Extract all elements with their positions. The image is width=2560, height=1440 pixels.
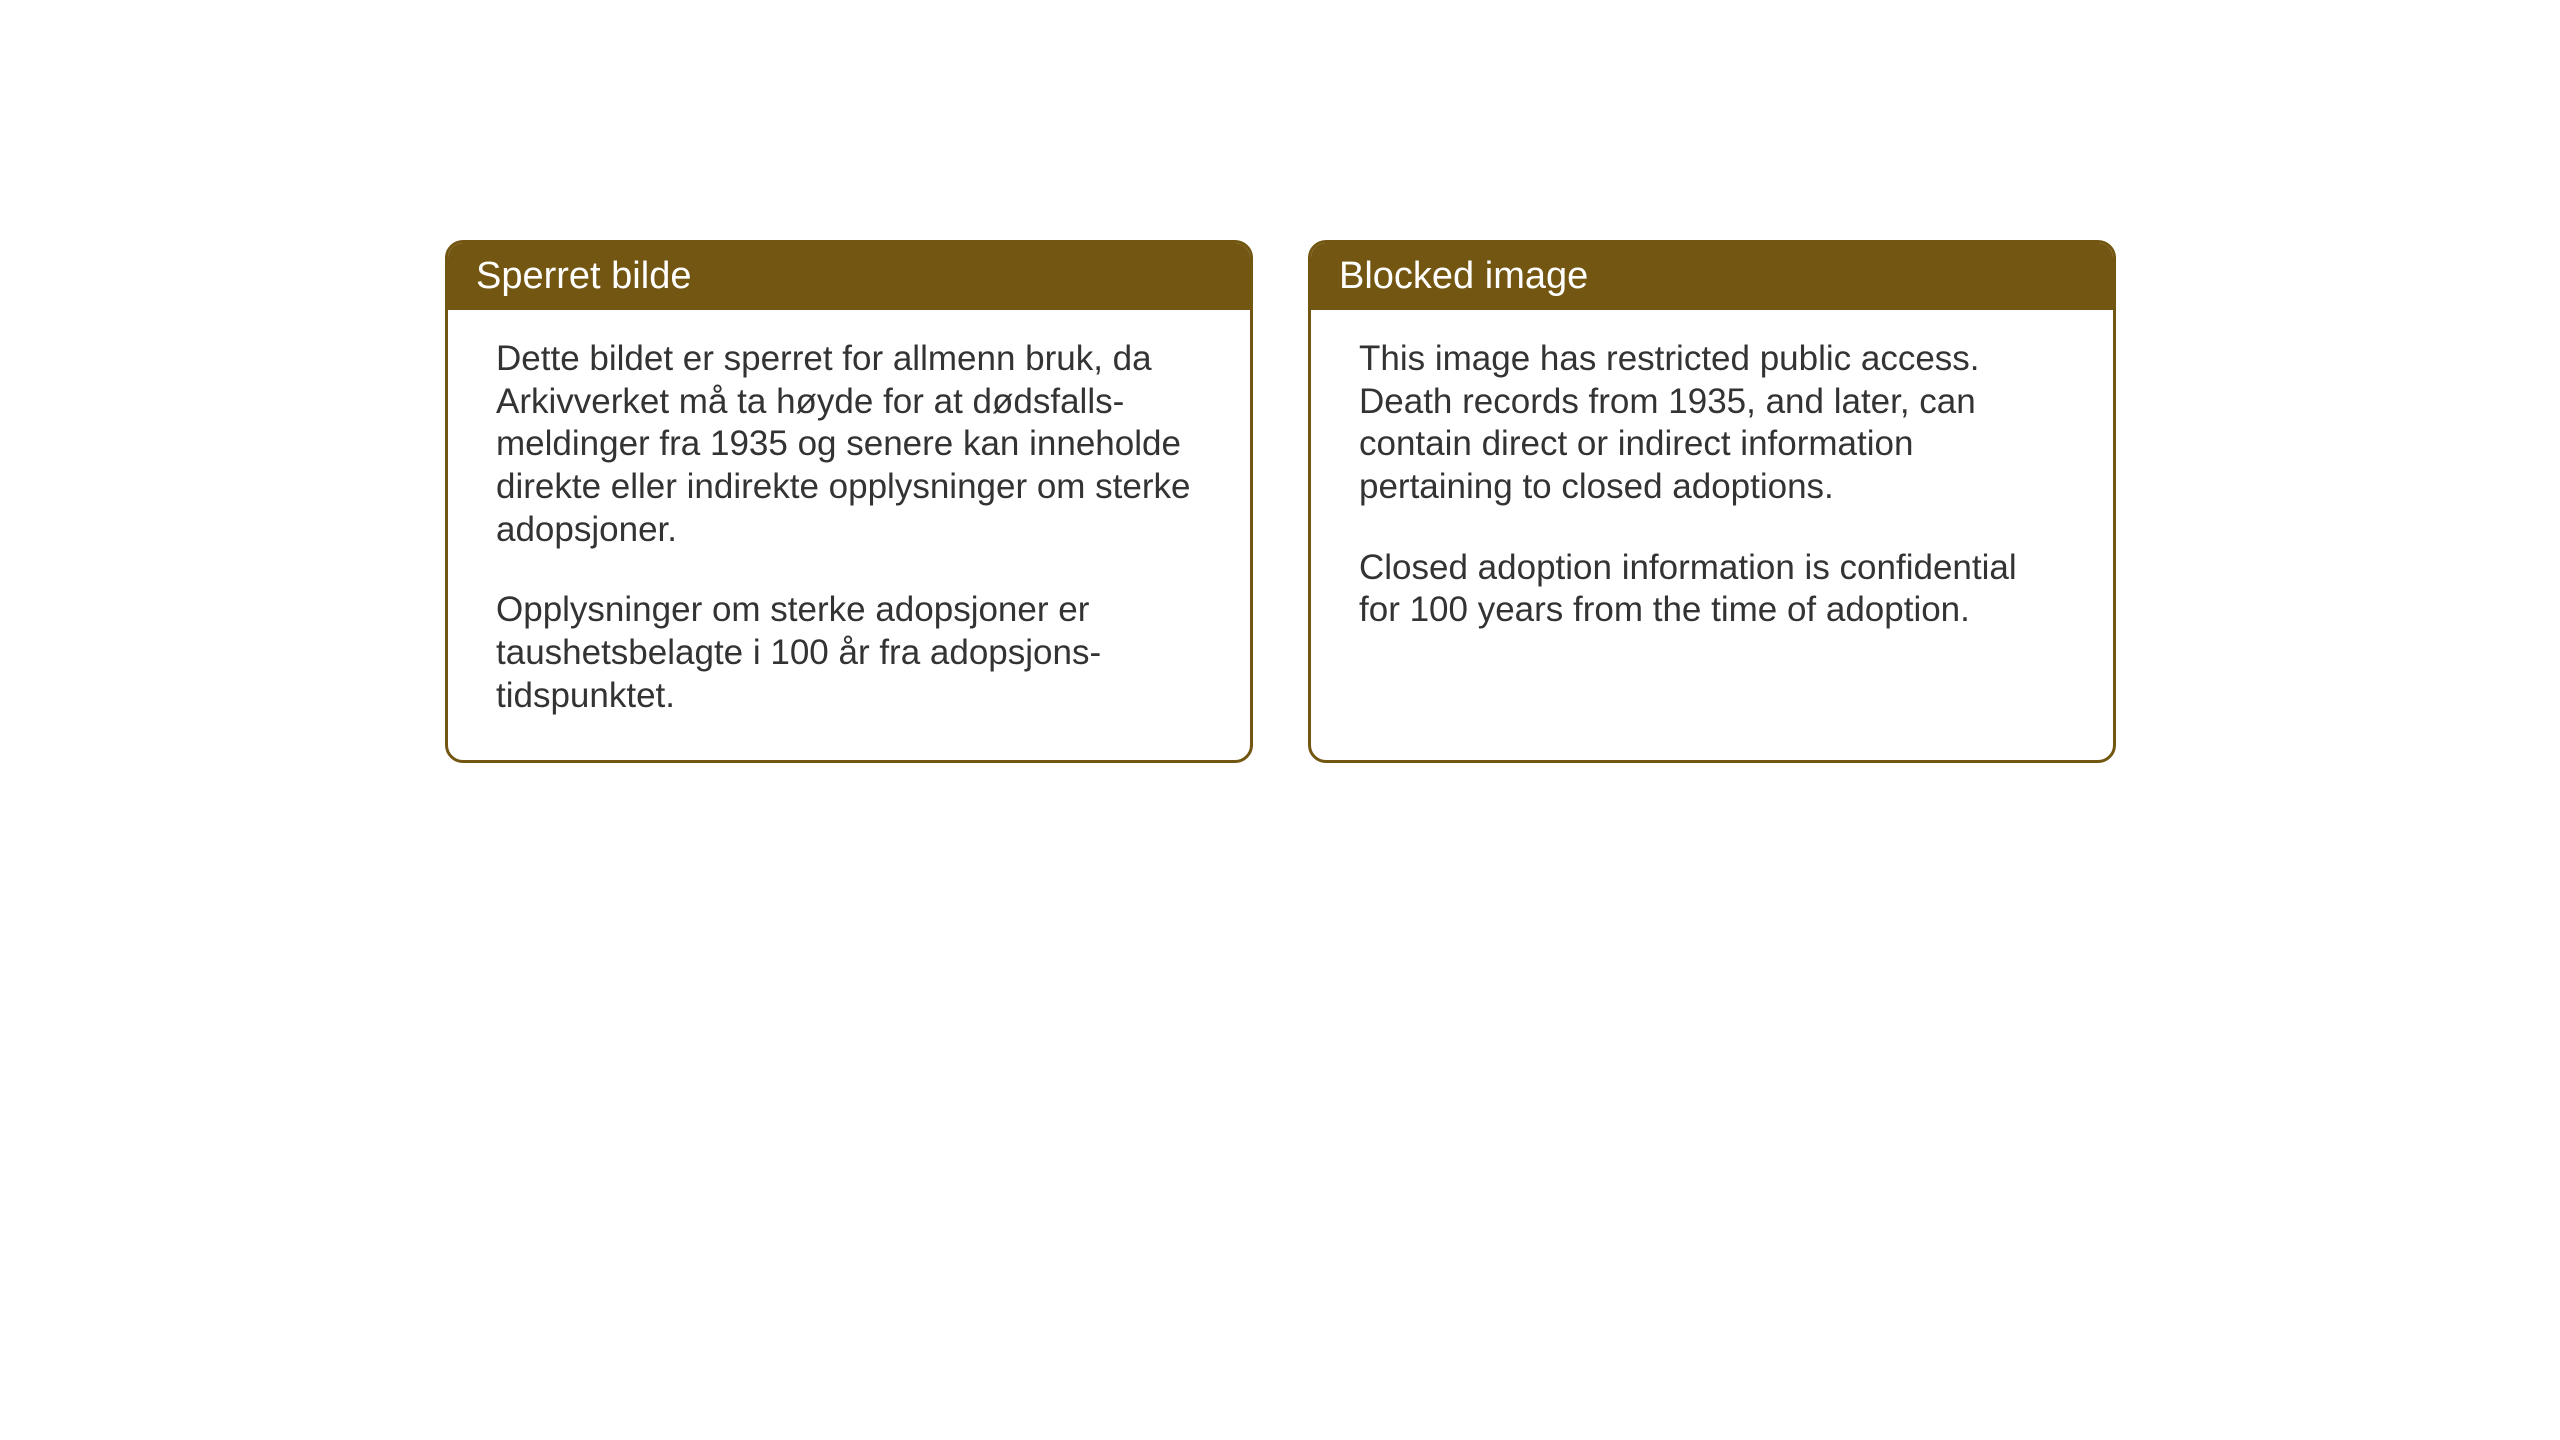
notice-container: Sperret bilde Dette bildet er sperret fo… [445,240,2116,763]
notice-paragraph-2-english: Closed adoption information is confident… [1359,547,2065,632]
notice-paragraph-1-norwegian: Dette bildet er sperret for allmenn bruk… [496,338,1202,551]
notice-box-norwegian: Sperret bilde Dette bildet er sperret fo… [445,240,1253,763]
notice-header-norwegian: Sperret bilde [448,243,1250,310]
notice-paragraph-1-english: This image has restricted public access.… [1359,338,2065,509]
notice-title-norwegian: Sperret bilde [476,255,691,297]
notice-title-english: Blocked image [1339,255,1588,297]
notice-box-english: Blocked image This image has restricted … [1308,240,2116,763]
notice-header-english: Blocked image [1311,243,2113,310]
notice-body-norwegian: Dette bildet er sperret for allmenn bruk… [448,310,1250,760]
notice-body-english: This image has restricted public access.… [1311,310,2113,674]
notice-paragraph-2-norwegian: Opplysninger om sterke adopsjoner er tau… [496,589,1202,717]
